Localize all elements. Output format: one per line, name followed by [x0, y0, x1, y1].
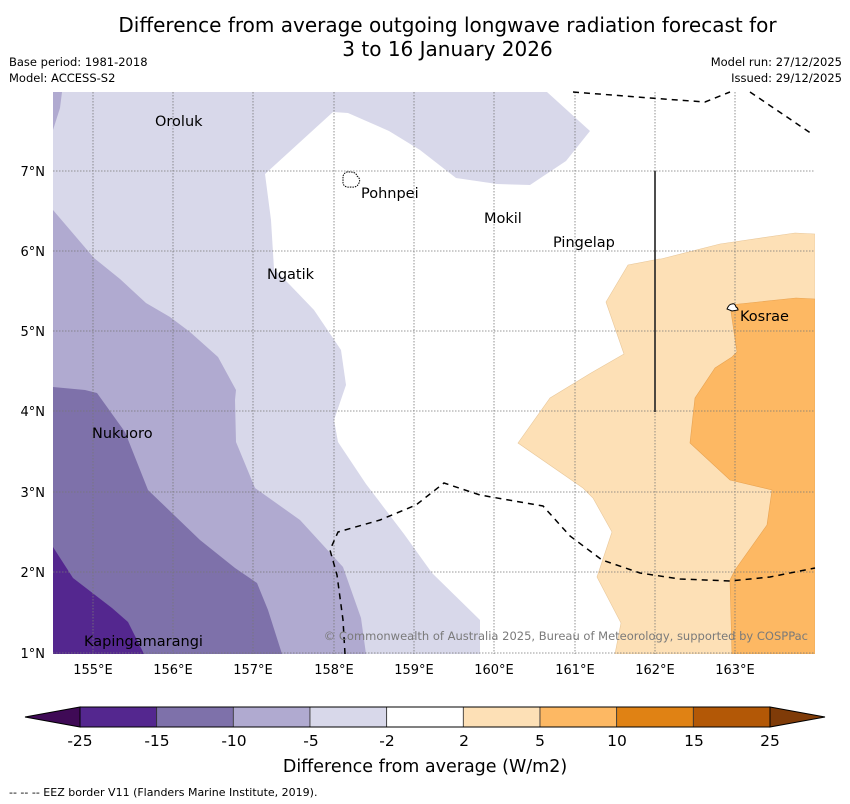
- eez-border-lines: [329, 91, 816, 655]
- colorbar-bin: [79, 706, 158, 728]
- lon-tick-label: 158°E: [314, 663, 354, 678]
- colorbar-tick-label: -25: [67, 732, 92, 750]
- colorbar-tick-label: 25: [760, 732, 780, 750]
- lon-tick-label: 162°E: [635, 663, 675, 678]
- place-label-pohnpei: Pohnpei: [361, 186, 419, 202]
- colorbar-title: Difference from average (W/m2): [283, 757, 567, 777]
- colorbar-tick-label: -15: [144, 732, 169, 750]
- contour-band-plus5-plus10: [689, 297, 815, 654]
- lat-tick-label: 4°N: [21, 405, 46, 420]
- colorbar-tick-labels: -25 -15 -10 -5 -2 2 5 10 15 25: [67, 732, 780, 750]
- lat-tick-label: 5°N: [21, 325, 46, 340]
- lon-tick-label: 160°E: [474, 663, 514, 678]
- colorbar-outline: [79, 706, 771, 728]
- place-label-ngatik: Ngatik: [267, 267, 315, 283]
- meta-left: Base period: 1981-2018 Model: ACCESS-S2: [9, 55, 148, 86]
- lon-tick-label: 161°E: [555, 663, 595, 678]
- pohnpei-island-outline: [342, 171, 361, 188]
- colorbar: [24, 706, 826, 728]
- lon-tick-label: 157°E: [233, 663, 273, 678]
- model-run: Model run: 27/12/2025: [710, 55, 842, 69]
- place-label-pingelap: Pingelap: [553, 235, 615, 251]
- colorbar-bin: [616, 706, 694, 728]
- colorbar-tick-label: 10: [607, 732, 627, 750]
- colorbar-bin: [462, 706, 541, 728]
- chart-title: Difference from average outgoing longwav…: [0, 13, 850, 61]
- contour-layer: [53, 92, 815, 654]
- place-label-nukuoro: Nukuoro: [92, 426, 153, 442]
- title-line-1: Difference from average outgoing longwav…: [118, 13, 777, 37]
- colorbar-tick-label: 2: [459, 732, 469, 750]
- place-label-kapingamarangi: Kapingamarangi: [84, 634, 203, 650]
- lon-tick-label: 159°E: [394, 663, 434, 678]
- lon-tick-label: 156°E: [153, 663, 193, 678]
- base-period: Base period: 1981-2018: [9, 55, 148, 69]
- colorbar-tick-label: 5: [535, 732, 545, 750]
- meta-right: Model run: 27/12/2025 Issued: 29/12/2025: [711, 55, 842, 86]
- colorbar-tick-label: 15: [684, 732, 704, 750]
- eez-border-northeast: [749, 91, 813, 135]
- colorbar-bin: [386, 706, 464, 728]
- issued-date: Issued: 29/12/2025: [731, 70, 842, 85]
- place-labels: Oroluk Pohnpei Mokil Pingelap Ngatik Kos…: [84, 114, 789, 650]
- kosrae-island-outline: [726, 303, 739, 312]
- lat-tick-label: 6°N: [21, 245, 46, 260]
- contour-band-minus10-minus5-corner: [53, 92, 62, 130]
- lat-tick-label: 1°N: [21, 647, 46, 662]
- colorbar-tick-label: -10: [221, 732, 246, 750]
- colorbar-bin: [156, 706, 234, 728]
- contour-band-minus15-minus10: [53, 387, 282, 654]
- lon-tick-label: 155°E: [73, 663, 113, 678]
- place-label-oroluk: Oroluk: [155, 114, 203, 130]
- lon-tick-label: 163°E: [715, 663, 755, 678]
- title-line-2: 3 to 16 January 2026: [342, 37, 553, 61]
- colorbar-bin: [539, 706, 618, 728]
- colorbar-bin: [309, 706, 388, 728]
- gridlines: [53, 92, 815, 654]
- model-name: Model: ACCESS-S2: [9, 70, 116, 85]
- lat-tick-label: 3°N: [21, 486, 46, 501]
- colorbar-extend-low: [24, 706, 81, 728]
- colorbar-bin: [692, 706, 771, 728]
- colorbar-bin: [232, 706, 311, 728]
- colorbar-extend-high: [769, 706, 826, 728]
- lat-tick-label: 7°N: [21, 165, 46, 180]
- eez-footnote: -- -- -- EEZ border V11 (Flanders Marine…: [9, 786, 318, 799]
- copyright-text: © Commonwealth of Australia 2025, Bureau…: [324, 629, 808, 643]
- contour-band-minus25-minus15: [53, 547, 144, 654]
- lat-tick-label: 2°N: [21, 566, 46, 581]
- lat-tick-labels: 1°N 2°N 3°N 4°N 5°N 6°N 7°N: [21, 165, 46, 662]
- place-label-kosrae: Kosrae: [740, 309, 789, 325]
- colorbar-tick-label: -2: [379, 732, 394, 750]
- eez-border-south: [329, 482, 816, 655]
- lon-tick-labels: 155°E 156°E 157°E 158°E 159°E 160°E 161°…: [73, 663, 755, 678]
- colorbar-tick-label: -5: [303, 732, 318, 750]
- eez-border-north: [572, 91, 731, 103]
- place-label-mokil: Mokil: [484, 211, 522, 227]
